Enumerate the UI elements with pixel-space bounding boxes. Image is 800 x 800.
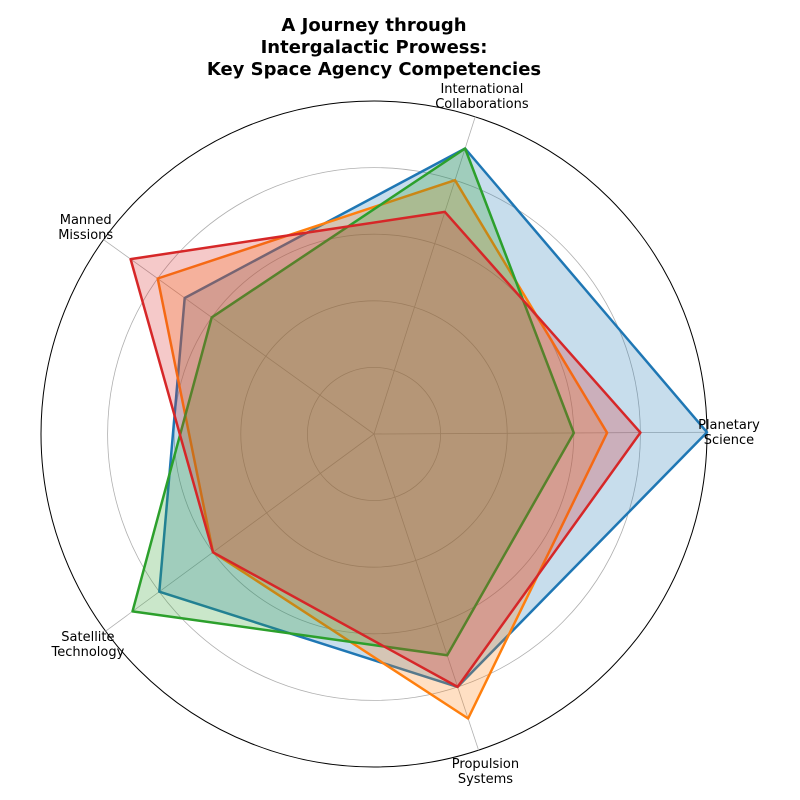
axis-label-3-line-0: Satellite — [61, 630, 114, 645]
axis-label-1-line-0: International — [440, 82, 523, 97]
series-0-area — [159, 148, 708, 687]
axis-label-1: International Collaborations — [435, 82, 529, 112]
grid-ring-40 — [240, 300, 508, 568]
series-0-line — [158, 147, 709, 689]
spoke-1 — [373, 116, 476, 435]
axis-label-1-line-1: Collaborations — [435, 97, 529, 112]
axis-label-0-line-1: Science — [704, 433, 754, 448]
axis-labels: Planetary Science International Collaborati… — [50, 82, 760, 787]
axis-label-2: Manned Missions — [58, 213, 113, 243]
axis-label-2-line-0: Manned — [60, 213, 112, 228]
chart-title-line-3: Key Space Agency Competencies — [207, 59, 541, 80]
axis-label-0: Planetary Science — [698, 418, 760, 448]
spoke-0 — [373, 431, 707, 435]
axis-label-4-line-0: Propulsion — [452, 757, 519, 772]
spoke-3 — [105, 433, 375, 632]
chart-title-line-2: Intergalactic Prowess: — [261, 37, 488, 58]
axis-label-3: Satellite Technology — [50, 630, 124, 660]
chart-title-line-1: A Journey through — [281, 15, 466, 36]
series-2-area — [132, 148, 574, 656]
axis-label-4: Propulsion Systems — [452, 757, 519, 787]
axis-label-3-line-1: Technology — [50, 645, 124, 660]
spoke-4 — [373, 433, 479, 751]
series-3-line — [129, 210, 642, 689]
spoke-2 — [103, 239, 375, 435]
series-3-area — [130, 211, 641, 687]
axis-label-4-line-1: Systems — [458, 772, 513, 787]
axis-label-2-line-1: Missions — [58, 228, 113, 243]
radar-series — [129, 147, 709, 720]
axis-label-0-line-0: Planetary — [698, 418, 760, 433]
series-2-line — [131, 147, 576, 657]
